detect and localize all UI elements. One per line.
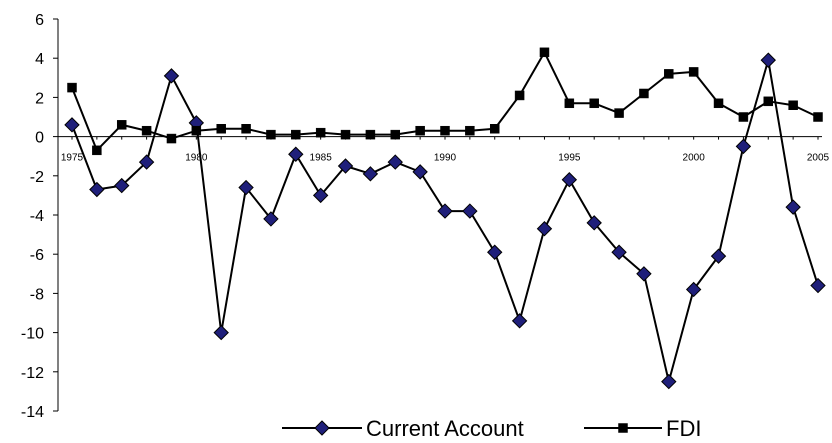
current-account-point	[138, 154, 155, 170]
current-account-point	[735, 138, 752, 155]
current-account-line	[71, 59, 819, 383]
current-account-point	[114, 177, 130, 194]
current-account-point	[710, 248, 727, 264]
fdi-point	[415, 125, 425, 136]
fdi-point	[216, 124, 226, 134]
series-layer	[64, 47, 826, 390]
current-account-point	[387, 154, 403, 170]
fdi-point	[465, 125, 475, 136]
current-account-point	[561, 172, 578, 188]
y-tick-label: 2	[35, 90, 44, 107]
legend-entry-current-account: Current Account	[282, 416, 524, 441]
fdi-point	[340, 129, 351, 140]
fdi-point	[141, 125, 152, 136]
fdi-point	[589, 98, 599, 109]
current-account-point	[163, 68, 180, 84]
legend-entry-fdi: FDI	[584, 416, 701, 441]
fdi-point	[813, 112, 823, 122]
legend-marker	[618, 423, 628, 433]
current-account-point	[636, 266, 652, 282]
current-account-point	[785, 199, 801, 215]
y-tick-label: -2	[30, 169, 44, 186]
x-tick-label: 1995	[558, 153, 581, 164]
current-account-point	[611, 244, 627, 260]
fdi-point	[116, 120, 127, 130]
fdi-point	[390, 129, 401, 140]
axes: 6 4 2 0 -2 -4 -6 -8 -10 -12 -14 1975 1980 1985 1990 199…	[21, 12, 830, 421]
fdi-point	[738, 112, 749, 122]
fdi-point	[614, 108, 624, 118]
x-tick-label: 1985	[310, 153, 333, 164]
y-tick-label: -4	[30, 208, 44, 225]
current-account-point	[487, 244, 503, 260]
fdi-point	[688, 67, 699, 77]
fdi-point	[315, 127, 326, 138]
y-tick-label: 4	[35, 51, 44, 68]
fdi-point	[713, 98, 724, 109]
fdi-point	[788, 100, 798, 110]
current-account-point	[661, 373, 677, 390]
series-fdi	[67, 47, 823, 156]
fdi-point	[365, 129, 376, 140]
legend-label: Current Account	[366, 416, 524, 441]
fdi-point	[191, 125, 202, 136]
fdi-point	[639, 88, 649, 99]
fdi-point	[241, 124, 251, 134]
legend-label: FDI	[666, 416, 701, 441]
current-account-point	[213, 324, 229, 341]
fdi-point	[92, 145, 102, 156]
current-account-point	[337, 158, 354, 174]
y-tick-label: -14	[21, 404, 44, 421]
fdi-point	[266, 129, 276, 140]
fdi-point	[166, 133, 177, 144]
series-current-account	[64, 52, 826, 390]
current-account-point	[810, 277, 826, 294]
y-tick-label: 6	[35, 12, 44, 29]
current-account-point	[511, 313, 528, 329]
x-tick-label: 1975	[61, 153, 84, 164]
current-account-point	[685, 281, 702, 298]
fdi-point	[664, 69, 674, 79]
fdi-point	[291, 129, 301, 140]
current-account-point	[412, 164, 428, 180]
legend: Current Account FDI	[282, 416, 701, 441]
y-tick-label: -12	[21, 365, 44, 382]
current-account-point	[362, 166, 379, 182]
current-account-point	[263, 211, 279, 227]
current-account-point	[312, 187, 329, 204]
y-tick-label: -6	[30, 247, 44, 264]
fdi-point	[539, 47, 550, 58]
x-tick-label: 1990	[434, 153, 457, 164]
x-tick-label: 1980	[185, 153, 208, 164]
x-tick-label: 2005	[807, 153, 830, 164]
fdi-point	[440, 125, 450, 136]
fdi-point	[564, 98, 575, 109]
y-tick-label: 0	[35, 130, 44, 147]
current-account-point	[89, 181, 105, 198]
current-account-point	[437, 203, 453, 219]
x-tick-label: 2000	[683, 153, 706, 164]
fdi-point	[763, 96, 774, 107]
current-account-point	[288, 146, 304, 162]
current-account-point	[586, 215, 602, 231]
fdi-point	[514, 90, 525, 101]
y-tick-label: -10	[21, 326, 44, 343]
current-account-point	[760, 52, 776, 68]
current-account-point	[462, 203, 478, 219]
current-account-point	[536, 221, 553, 237]
legend-marker	[314, 420, 330, 436]
current-account-point	[238, 179, 254, 196]
fdi-point	[489, 124, 500, 134]
fdi-point	[67, 82, 77, 93]
current-account-point	[64, 117, 80, 133]
y-tick-label: -8	[30, 286, 44, 303]
